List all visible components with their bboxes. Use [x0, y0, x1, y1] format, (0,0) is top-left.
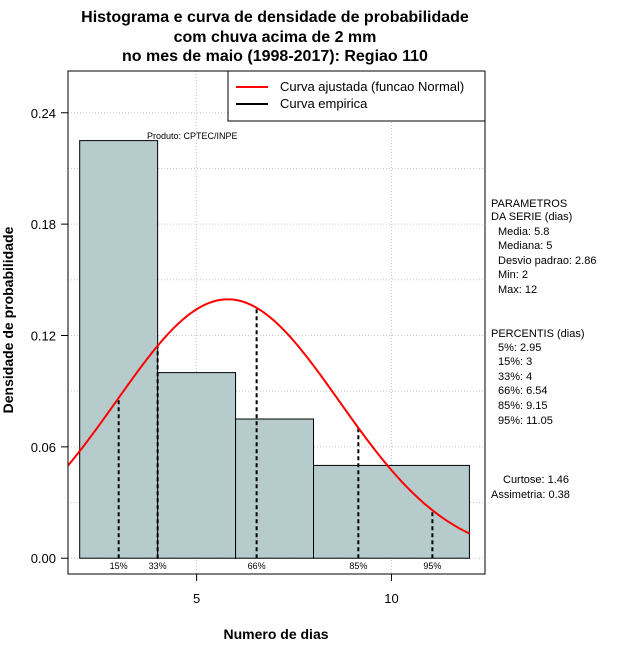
percentile-label: 95%	[423, 561, 441, 571]
title-line-2: com chuva acima de 2 mm	[174, 29, 377, 46]
percentil-85: 85%: 9.15	[498, 400, 548, 412]
legend: Curva ajustada (funcao Normal) Curva emp…	[227, 70, 486, 122]
normal-curve-layer	[67, 298, 470, 535]
param-desvio: Desvio padrao: 2.86	[498, 255, 596, 267]
title-line-1: Histograma e curva de densidade de proba…	[81, 9, 469, 26]
legend-label-empirical: Curva empirica	[280, 96, 368, 111]
stat-curtose: Curtose: 1.46	[503, 474, 569, 486]
params-title-2: DA SERIE (dias)	[491, 211, 572, 223]
percentil-5: 5%: 2.95	[498, 342, 541, 354]
side-panel: PARAMETROS DA SERIE (dias) Media: 5.8 Me…	[491, 198, 596, 501]
param-min: Min: 2	[498, 269, 528, 281]
percentil-66: 66%: 6.54	[498, 385, 548, 397]
x-tick-label: 10	[384, 591, 398, 606]
histogram-bars	[79, 140, 470, 559]
y-tick-label: 0.12	[31, 328, 56, 343]
product-annotation: Produto: CPTEC/INPE	[147, 131, 238, 141]
y-axis-title: Densidade de probabilidade	[0, 226, 16, 413]
y-tick-label: 0.18	[31, 217, 56, 232]
histogram-bar	[235, 418, 315, 559]
legend-label-normal: Curva ajustada (funcao Normal)	[280, 79, 464, 94]
param-media: Media: 5.8	[498, 226, 549, 238]
histogram-bar	[313, 464, 470, 559]
params-title-1: PARAMETROS	[491, 198, 567, 210]
percentil-33: 33%: 4	[498, 371, 532, 383]
percentile-label: 85%	[349, 561, 367, 571]
y-tick-label: 0.24	[31, 106, 56, 121]
title-line-3: no mes de maio (1998-2017): Regiao 110	[122, 48, 428, 65]
legend-box	[227, 70, 486, 122]
percentis-title: PERCENTIS (dias)	[491, 328, 585, 340]
percentil-95: 95%: 11.05	[498, 415, 553, 427]
histogram-bar	[79, 140, 159, 559]
chart-title: Histograma e curva de densidade de proba…	[81, 9, 469, 65]
stat-assimetria: Assimetria: 0.38	[491, 489, 570, 501]
param-max: Max: 12	[498, 284, 537, 296]
histogram-bar	[157, 372, 237, 559]
percentil-15: 15%: 3	[498, 356, 532, 368]
percentile-label: 15%	[110, 561, 128, 571]
normal-curve	[67, 298, 470, 535]
axes: 5 10 0.00 0.06 0.12 0.18 0.24	[31, 106, 399, 606]
percentile-label: 33%	[149, 561, 167, 571]
x-axis-title: Numero de dias	[223, 626, 328, 642]
percentile-label: 66%	[248, 561, 266, 571]
x-tick-label: 5	[193, 591, 200, 606]
param-mediana: Mediana: 5	[498, 240, 552, 252]
percentile-lines: 15% 33% 66% 85% 95%	[110, 307, 441, 571]
y-tick-label: 0.06	[31, 440, 56, 455]
y-tick-label: 0.00	[31, 551, 56, 566]
